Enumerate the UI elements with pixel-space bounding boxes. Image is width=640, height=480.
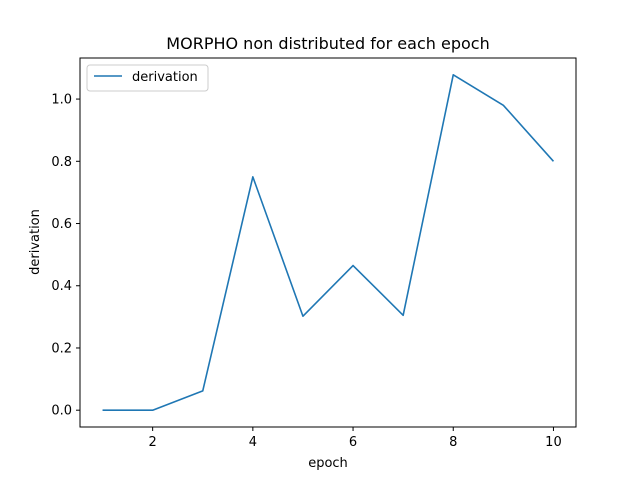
x-axis-label: epoch <box>308 456 348 471</box>
x-tick-label: 8 <box>449 435 457 450</box>
y-tick-label: 0.4 <box>51 279 72 294</box>
legend-box <box>86 64 209 92</box>
x-axis: 2 4 6 8 10 <box>149 427 562 450</box>
series-line-derivation <box>102 74 555 411</box>
y-axis-label: derivation <box>28 209 43 275</box>
plot-frame <box>79 57 577 428</box>
y-tick-label: 0.0 <box>51 404 72 419</box>
series-layer <box>102 74 555 411</box>
plot-area <box>79 57 577 428</box>
legend: derivation <box>86 64 209 92</box>
y-axis: 0.0 0.2 0.4 0.6 0.8 1.0 <box>51 93 80 419</box>
y-tick-label: 0.2 <box>51 341 72 356</box>
x-tick-label: 2 <box>149 435 157 450</box>
x-tick-label: 10 <box>545 435 562 450</box>
y-tick-label: 0.6 <box>51 217 72 232</box>
legend-label-derivation: derivation <box>132 70 198 85</box>
x-tick-label: 4 <box>249 435 257 450</box>
y-tick-label: 0.8 <box>51 155 72 170</box>
x-tick-label: 6 <box>349 435 357 450</box>
y-tick-label: 1.0 <box>51 93 72 108</box>
chart-title: MORPHO non distributed for each epoch <box>166 34 489 53</box>
